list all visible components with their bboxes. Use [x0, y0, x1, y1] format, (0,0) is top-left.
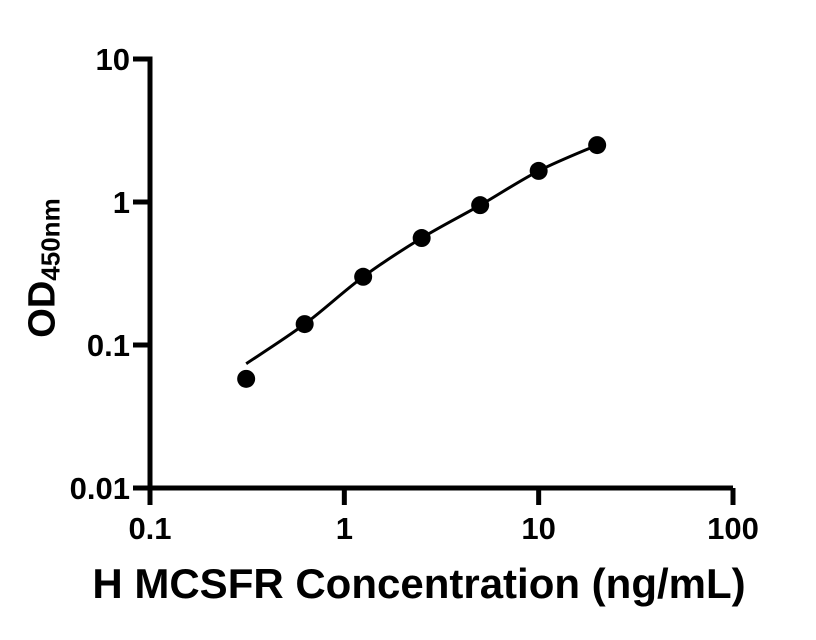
y-tick-label: 1 [113, 185, 130, 220]
data-point [412, 229, 431, 248]
data-point [588, 136, 607, 155]
data-point [354, 267, 373, 286]
data-point [471, 196, 490, 215]
y-tick-label: 0.01 [70, 471, 130, 506]
data-point [529, 161, 548, 180]
x-tick-label: 1 [336, 511, 353, 546]
data-point [295, 315, 314, 334]
y-tick-label: 0.1 [87, 328, 130, 363]
y-axis-title-main: OD [21, 280, 64, 338]
y-axis-title-subscript: 450nm [35, 198, 66, 281]
x-tick-label: 100 [707, 511, 759, 546]
x-axis-title: H MCSFR Concentration (ng/mL) [92, 560, 746, 607]
x-tick-label: 0.1 [128, 511, 171, 546]
x-tick-label: 10 [521, 511, 555, 546]
data-point [237, 369, 256, 388]
y-tick-label: 10 [96, 42, 130, 77]
y-axis-title: OD450nm [22, 198, 67, 337]
